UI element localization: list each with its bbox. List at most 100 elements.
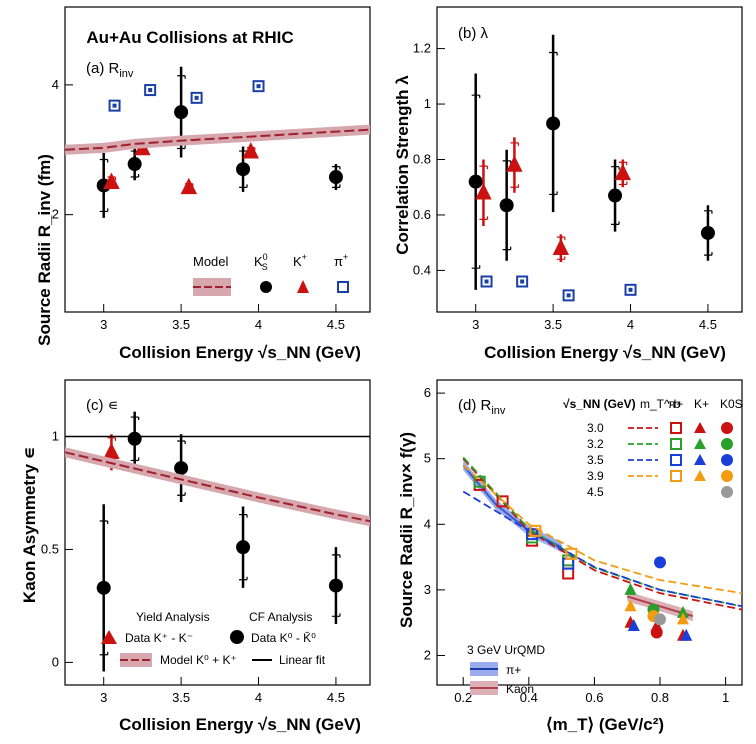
legend-kplus-label: K+ (293, 252, 307, 269)
panel-d-legend: √s_NN (GeV) m_T^-b π+ K+ K0S 3.03.23.53.… (467, 397, 743, 696)
legend-energy-3.2: 3.2 (587, 437, 604, 451)
legend-k0s-label: K0 S (254, 252, 268, 272)
sys-bracket (130, 416, 140, 462)
k0s-marker-4.5 (654, 613, 667, 626)
pi-marker-core (484, 279, 489, 284)
kplus-marker-3.2 (676, 605, 689, 618)
k0s-marker (608, 188, 623, 203)
model-band (463, 460, 562, 553)
legend-k0s-4.5 (721, 486, 733, 498)
k--marker (506, 155, 523, 172)
k0s-marker (328, 170, 343, 185)
data-k0-k0bar-marker (328, 578, 343, 593)
panel-a-title: Au+Au Collisions at RHIC (86, 28, 293, 47)
legend-k0s-3.2 (721, 438, 733, 450)
model-band (65, 447, 370, 527)
panel-c-legend: Yield Analysis CF Analysis Data K⁺ - K⁻ … (101, 610, 326, 667)
kplus-marker-3.5 (627, 618, 640, 631)
y-tick-label: 1 (52, 428, 59, 443)
legend-data-k0-marker (230, 630, 244, 644)
x-tick-label: 3.5 (544, 317, 562, 332)
kplus-marker-3.9 (624, 599, 637, 612)
pi--marker (190, 91, 203, 104)
legend-pi-3.0 (670, 422, 682, 434)
legend-urqmd-header: 3 GeV UrQMD (467, 643, 545, 657)
pi-marker-3.9 (565, 547, 578, 560)
legend-kplus-3.2 (694, 438, 706, 449)
data-k0-k0bar-marker (174, 461, 189, 476)
legend-k-header: K+ (694, 397, 709, 411)
plot-frame (64, 6, 371, 313)
legend-energy-header: √s_NN (GeV) (563, 397, 636, 411)
k0s-marker (700, 225, 715, 240)
k0s-marker (468, 174, 483, 189)
legend-k0s-3.0 (721, 422, 733, 434)
data-k0-k0bar-marker (127, 431, 142, 446)
sys-bracket (611, 166, 620, 225)
legend-yield-header: Yield Analysis (136, 610, 210, 624)
panel-d: Source Radii R_inv× f(γ) ⟨m_T⟩ (GeV/c²) … (397, 397, 664, 734)
fit-line-3.9 (462, 464, 743, 595)
panel-a-legend: Model K0 S K+ π+ (193, 252, 349, 296)
legend-pi-3.9 (670, 470, 682, 482)
legend-fit-label: Linear fit (279, 653, 326, 667)
k0s-marker (236, 162, 251, 177)
legend-pi-label: π+ (334, 252, 348, 269)
pi--marker (252, 80, 265, 93)
pi--marker (144, 84, 157, 97)
model-line (64, 451, 371, 523)
sys-bracket (510, 142, 520, 188)
y-tick-label: 2 (52, 207, 59, 222)
sys-bracket (502, 160, 512, 251)
k0s-marker-3.5 (654, 556, 667, 569)
pi-marker-3.0 (496, 495, 509, 508)
legend-pi-header: π+ (668, 397, 683, 411)
panel-d-plot: 0.2 0.4 0.6 0.8 1 2 3 4 5 6 (424, 379, 743, 705)
panel-c-ylabel: Kaon Asymmetry ∊ (20, 447, 39, 603)
sys-bracket (177, 75, 186, 150)
data-k0-k0bar-marker (236, 540, 251, 555)
legend-kplus-3.9 (694, 470, 706, 481)
x-tick-label: 4.5 (327, 317, 345, 332)
pi--marker (108, 99, 121, 112)
x-tick-label: 4.5 (699, 317, 717, 332)
x-tick-label: 3 (100, 690, 107, 705)
sys-bracket (556, 236, 566, 260)
legend-urqmd-kaon-label: Kaon (506, 682, 534, 696)
pi-marker-core (628, 287, 633, 292)
legend-data-k0-label: Data K⁰ - K̄⁰ (251, 631, 316, 645)
panel-a-label: (a) Rinv (86, 60, 134, 80)
plot-frame (436, 379, 743, 686)
panel-c-label: (c) ∊ (86, 397, 118, 414)
legend-energy-4.5: 4.5 (587, 485, 604, 499)
pi-marker-core (148, 88, 153, 93)
legend-kplus-marker (297, 280, 309, 293)
x-tick-label: 3.5 (172, 317, 190, 332)
k--marker (103, 172, 120, 189)
model-band (65, 124, 370, 155)
legend-cf-header: CF Analysis (249, 610, 312, 624)
sys-bracket (130, 150, 140, 178)
k--marker (180, 177, 198, 195)
panel-b-xlabel: Collision Energy √s_NN (GeV) (484, 343, 726, 362)
legend-energy-3.5: 3.5 (587, 453, 604, 467)
sys-bracket (549, 51, 558, 196)
legend-k0s-marker (260, 281, 272, 293)
x-tick-label: 3 (100, 317, 107, 332)
y-tick-label: 0 (52, 654, 59, 669)
x-tick-label: 0.6 (585, 690, 603, 705)
legend-d-rows: 3.0 3.2 3.5 3.9 4.5 (587, 421, 733, 499)
panel-a: Source Radii R_inv (fm) Collision Energy… (35, 28, 361, 362)
x-tick-label: 4 (255, 690, 262, 705)
legend-kplus-3.0 (694, 422, 706, 433)
x-tick-label: 4 (255, 317, 262, 332)
y-tick-label: 0.5 (41, 541, 59, 556)
x-tick-label: 0.4 (520, 690, 538, 705)
panel-d-ylabel: Source Radii R_inv× f(γ) (397, 432, 416, 628)
y-tick-label: 0.4 (413, 262, 431, 277)
k0s-marker (174, 105, 189, 120)
y-tick-label: 2 (424, 647, 431, 662)
panel-d-xlabel: ⟨m_T⟩ (GeV/c²) (546, 715, 664, 734)
y-tick-label: 4 (52, 77, 59, 92)
model-line (462, 464, 563, 549)
